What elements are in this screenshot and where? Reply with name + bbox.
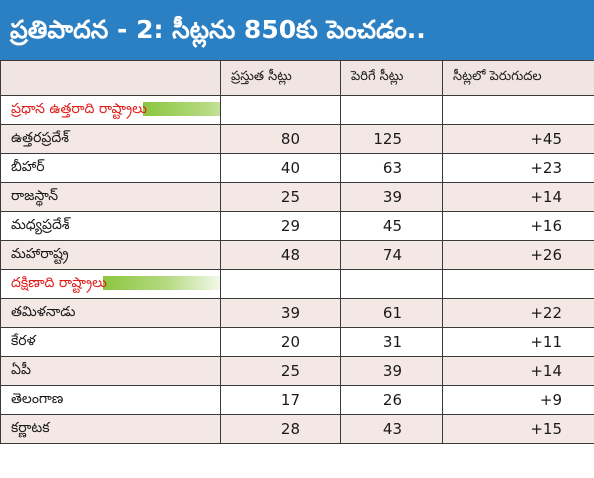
header-state xyxy=(0,60,221,96)
empty-cell xyxy=(340,95,443,125)
empty-cell xyxy=(442,269,594,299)
increased-seats-cell: 31 xyxy=(340,327,443,357)
current-seats-cell: 20 xyxy=(220,327,341,357)
state-cell: ఉత్తరప్రదేశ్ xyxy=(0,124,221,154)
table-row: రాజస్థాన్ 25 39 +14 xyxy=(0,182,594,212)
seat-change-cell: +26 xyxy=(442,240,594,270)
table-row: తమిళనాడు 39 61 +22 xyxy=(0,298,594,328)
table-row: ఉత్తరప్రదేశ్ 80 125 +45 xyxy=(0,124,594,154)
seats-table: ప్రస్తుత సీట్లు పెరిగే సీట్లు సీట్లలో పె… xyxy=(0,60,594,444)
section-highlight-bar xyxy=(102,275,220,290)
table-row: మహారాష్ట్ర 48 74 +26 xyxy=(0,240,594,270)
state-cell: మధ్యప్రదేశ్ xyxy=(0,211,221,241)
page-title: ప్రతిపాదన - 2: సీట్లను 850కు పెంచడం.. xyxy=(0,0,594,60)
table-header-row: ప్రస్తుత సీట్లు పెరిగే సీట్లు సీట్లలో పె… xyxy=(0,60,594,96)
section-cell: ప్రధాన ఉత్తరాది రాష్ట్రాలు xyxy=(0,95,221,125)
table-row: కర్ణాటక 28 43 +15 xyxy=(0,414,594,444)
current-seats-cell: 25 xyxy=(220,182,341,212)
section-row: దక్షిణాది రాష్ట్రాలు xyxy=(0,269,594,299)
increased-seats-cell: 26 xyxy=(340,385,443,415)
empty-cell xyxy=(220,95,341,125)
state-cell: మహారాష్ట్ర xyxy=(0,240,221,270)
seat-change-cell: +11 xyxy=(442,327,594,357)
current-seats-cell: 17 xyxy=(220,385,341,415)
increased-seats-cell: 39 xyxy=(340,356,443,386)
seat-change-cell: +14 xyxy=(442,356,594,386)
increased-seats-cell: 39 xyxy=(340,182,443,212)
current-seats-cell: 39 xyxy=(220,298,341,328)
table-row: బీహార్ 40 63 +23 xyxy=(0,153,594,183)
table-row: ఏపీ 25 39 +14 xyxy=(0,356,594,386)
state-cell: ఏపీ xyxy=(0,356,221,386)
section-highlight-bar xyxy=(142,101,220,116)
state-cell: బీహార్ xyxy=(0,153,221,183)
table-row: తెలంగాణ 17 26 +9 xyxy=(0,385,594,415)
current-seats-cell: 25 xyxy=(220,356,341,386)
empty-cell xyxy=(340,269,443,299)
state-cell: తెలంగాణ xyxy=(0,385,221,415)
current-seats-cell: 48 xyxy=(220,240,341,270)
seat-change-cell: +14 xyxy=(442,182,594,212)
seat-change-cell: +45 xyxy=(442,124,594,154)
state-cell: కేరళ xyxy=(0,327,221,357)
section-row: ప్రధాన ఉత్తరాది రాష్ట్రాలు xyxy=(0,95,594,125)
table-row: మధ్యప్రదేశ్ 29 45 +16 xyxy=(0,211,594,241)
section-label: ప్రధాన ఉత్తరాది రాష్ట్రాలు xyxy=(11,100,147,117)
increased-seats-cell: 74 xyxy=(340,240,443,270)
seat-change-cell: +15 xyxy=(442,414,594,444)
header-increased-seats: పెరిగే సీట్లు xyxy=(340,60,443,96)
table-row: కేరళ 20 31 +11 xyxy=(0,327,594,357)
current-seats-cell: 40 xyxy=(220,153,341,183)
increased-seats-cell: 45 xyxy=(340,211,443,241)
empty-cell xyxy=(442,95,594,125)
current-seats-cell: 28 xyxy=(220,414,341,444)
header-seat-change: సీట్లలో పెరుగుదల xyxy=(442,60,594,96)
state-cell: కర్ణాటక xyxy=(0,414,221,444)
increased-seats-cell: 125 xyxy=(340,124,443,154)
current-seats-cell: 29 xyxy=(220,211,341,241)
current-seats-cell: 80 xyxy=(220,124,341,154)
section-label: దక్షిణాది రాష్ట్రాలు xyxy=(11,274,107,291)
increased-seats-cell: 61 xyxy=(340,298,443,328)
empty-cell xyxy=(220,269,341,299)
seat-change-cell: +22 xyxy=(442,298,594,328)
seat-change-cell: +16 xyxy=(442,211,594,241)
section-cell: దక్షిణాది రాష్ట్రాలు xyxy=(0,269,221,299)
seat-change-cell: +23 xyxy=(442,153,594,183)
state-cell: రాజస్థాన్ xyxy=(0,182,221,212)
header-current-seats: ప్రస్తుత సీట్లు xyxy=(220,60,341,96)
increased-seats-cell: 63 xyxy=(340,153,443,183)
state-cell: తమిళనాడు xyxy=(0,298,221,328)
increased-seats-cell: 43 xyxy=(340,414,443,444)
seat-change-cell: +9 xyxy=(442,385,594,415)
